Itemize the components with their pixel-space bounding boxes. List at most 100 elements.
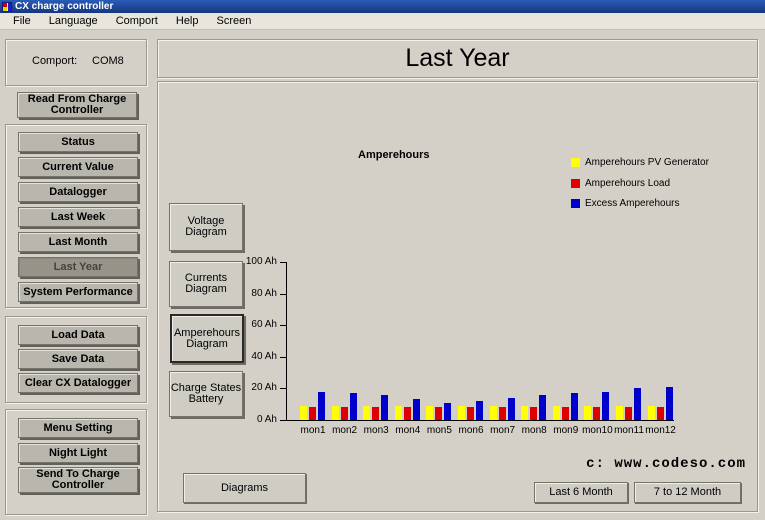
- 7-to-12-month-button[interactable]: 7 to 12 Month: [634, 482, 741, 503]
- legend-label: Amperehours PV Generator: [585, 156, 709, 168]
- bar-mon8-series1: [530, 407, 538, 420]
- main-header-panel: Last Year: [157, 39, 758, 78]
- y-axis-label: 80 Ah: [251, 287, 277, 299]
- x-axis-label: mon5: [426, 425, 452, 436]
- x-axis-label: mon6: [458, 425, 484, 436]
- legend-swatch-yellow: [571, 157, 580, 167]
- x-axis-label: mon9: [553, 425, 579, 436]
- nav-last-month-button[interactable]: Last Month: [18, 232, 138, 252]
- amperehours-diagram-button[interactable]: Amperehours Diagram: [170, 314, 244, 363]
- y-axis-tick: [280, 325, 287, 327]
- bar-mon7-series1: [498, 407, 506, 420]
- nav-last-year-button[interactable]: Last Year: [18, 257, 138, 277]
- bar-mon4-series1: [403, 407, 411, 420]
- y-axis-label: 0 Ah: [256, 414, 277, 425]
- bar-mon11-series2: [634, 388, 641, 420]
- bar-mon5-series2: [444, 402, 452, 420]
- menu-bar: File Language Comport Help Screen: [0, 13, 765, 30]
- bar-mon8-series2: [539, 394, 547, 420]
- last-6-month-button[interactable]: Last 6 Month: [534, 482, 628, 503]
- nav-system-performance-button[interactable]: System Performance: [18, 282, 138, 302]
- legend-label: Excess Amperehours: [585, 197, 680, 209]
- page-title: Last Year: [405, 44, 510, 72]
- comport-label: Comport:: [32, 55, 78, 67]
- y-axis-label: 60 Ah: [251, 319, 277, 331]
- y-axis-tick: [280, 293, 287, 295]
- clear-cx-datalogger-button[interactable]: Clear CX Datalogger: [18, 373, 138, 393]
- nav-status-button[interactable]: Status: [18, 132, 138, 152]
- bar-mon9-series0: [552, 405, 560, 420]
- menu-help[interactable]: Help: [175, 14, 199, 27]
- save-data-button[interactable]: Save Data: [18, 349, 138, 369]
- bar-mon3-series0: [363, 405, 371, 420]
- load-data-button[interactable]: Load Data: [18, 325, 138, 345]
- bar-mon7-series2: [507, 397, 515, 420]
- y-axis-label: 100 Ah: [245, 256, 277, 267]
- legend-swatch-blue: [571, 198, 580, 208]
- bar-mon10-series2: [602, 391, 610, 420]
- y-axis-tick: [280, 356, 287, 358]
- bar-mon10-series0: [584, 405, 592, 420]
- bar-mon1-series1: [309, 407, 316, 420]
- bar-mon1-series2: [318, 391, 325, 420]
- bar-mon2-series1: [340, 407, 348, 420]
- x-axis-label: mon10: [582, 425, 613, 436]
- bar-mon6-series0: [458, 405, 465, 420]
- bar-mon6-series2: [476, 401, 483, 420]
- x-axis-label: mon4: [395, 425, 421, 436]
- bar-mon5-series0: [426, 405, 434, 420]
- menu-setting-button[interactable]: Menu Setting: [18, 418, 138, 438]
- menu-language[interactable]: Language: [48, 14, 98, 27]
- bar-mon3-series2: [381, 394, 389, 420]
- x-axis-label: mon12: [645, 425, 676, 436]
- legend-item-excess: Excess Amperehours: [571, 197, 680, 209]
- x-axis-label: mon2: [332, 425, 358, 436]
- diagrams-button[interactable]: Diagrams: [183, 473, 306, 503]
- bar-mon4-series2: [412, 399, 420, 420]
- nav-last-week-button[interactable]: Last Week: [18, 207, 138, 227]
- bar-mon1-series0: [300, 405, 307, 420]
- bar-mon4-series0: [394, 405, 402, 420]
- app-icon: [2, 1, 12, 12]
- send-to-charge-controller-button[interactable]: Send To Charge Controller: [18, 467, 138, 493]
- currents-diagram-button[interactable]: Currents Diagram: [169, 261, 243, 307]
- legend-swatch-red: [571, 178, 580, 188]
- night-light-button[interactable]: Night Light: [18, 443, 138, 463]
- bar-mon10-series1: [593, 407, 601, 420]
- x-axis-label: mon8: [521, 425, 547, 436]
- x-axis-label: mon3: [363, 425, 389, 436]
- bar-mon7-series0: [489, 405, 497, 420]
- chart-caption: Amperehours: [358, 149, 430, 161]
- settings-groupbox: Menu Setting Night Light Send To Charge …: [5, 409, 147, 515]
- bar-mon9-series1: [561, 407, 569, 420]
- amperehours-bar-chart: 0 Ah 20 Ah 40 Ah 60 Ah 80 Ah 100 Ah mon1 mon2 mo…: [246, 256, 676, 436]
- watermark-text: c: www.codeso.com: [586, 456, 746, 472]
- charge-states-battery-button[interactable]: Charge States Battery: [169, 371, 243, 417]
- bar-mon6-series1: [467, 407, 474, 420]
- data-groupbox: Load Data Save Data Clear CX Datalogger: [5, 316, 147, 403]
- nav-current-value-button[interactable]: Current Value: [18, 157, 138, 177]
- bar-mon2-series0: [331, 405, 339, 420]
- bar-mon3-series1: [372, 407, 380, 420]
- bar-mon9-series2: [570, 393, 578, 420]
- bar-mon8-series0: [521, 405, 529, 420]
- legend-label: Amperehours Load: [585, 177, 671, 189]
- voltage-diagram-button[interactable]: Voltage Diagram: [169, 203, 243, 251]
- bar-mon12-series0: [647, 405, 655, 420]
- comport-groupbox: Comport: COM8: [5, 39, 147, 86]
- legend-item-load: Amperehours Load: [571, 177, 670, 189]
- menu-screen[interactable]: Screen: [216, 14, 252, 27]
- comport-value: COM8: [92, 55, 124, 67]
- legend-item-pv-generator: Amperehours PV Generator: [571, 156, 709, 168]
- bar-mon11-series1: [625, 407, 632, 420]
- menu-file[interactable]: File: [13, 14, 31, 27]
- read-from-charge-controller-button[interactable]: Read From Charge Controller: [17, 92, 137, 118]
- main-content-panel: Amperehours Amperehours PV Generator Amp…: [157, 81, 758, 512]
- x-axis-label: mon7: [490, 425, 516, 436]
- x-axis-label: mon1: [300, 425, 326, 436]
- nav-datalogger-button[interactable]: Datalogger: [18, 182, 138, 202]
- y-axis-tick: [280, 388, 287, 390]
- menu-comport[interactable]: Comport: [115, 14, 158, 27]
- y-axis-tick: [280, 262, 287, 263]
- y-axis-label: 40 Ah: [251, 350, 277, 362]
